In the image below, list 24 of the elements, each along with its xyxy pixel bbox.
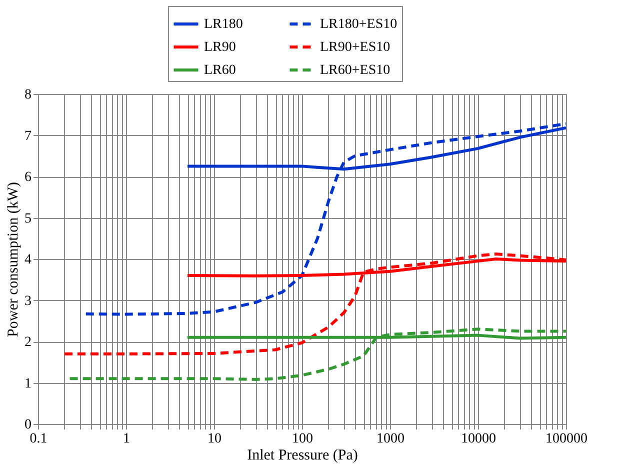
y-axis-title: Power consumption (kW) — [6, 182, 22, 337]
x-tick-label: 1000 — [376, 432, 404, 446]
legend-label: LR90+ES10 — [320, 40, 390, 55]
x-tick-label: 1 — [123, 432, 130, 446]
y-tick-label: 3 — [24, 294, 32, 309]
y-tick-label: 2 — [24, 335, 32, 350]
legend-label: LR60+ES10 — [320, 63, 390, 78]
x-tick-label: 10000 — [461, 432, 496, 446]
y-tick-label: 1 — [24, 376, 32, 392]
y-tick-label: 5 — [24, 211, 32, 226]
legend-label: LR180 — [204, 17, 243, 32]
x-axis-title: Inlet Pressure (Pa) — [247, 448, 358, 464]
y-tick-label: 7 — [24, 128, 32, 144]
x-tick-label: 10 — [208, 432, 222, 446]
x-tick-label: 0.1 — [30, 432, 48, 446]
y-tick-label: 4 — [24, 252, 32, 268]
legend-label: LR90 — [204, 40, 236, 55]
y-tick-label: 0 — [24, 418, 32, 432]
x-tick-label: 100000 — [546, 432, 588, 446]
y-tick-label: 8 — [24, 88, 32, 102]
x-tick-label: 100 — [292, 432, 313, 446]
legend-label: LR180+ES10 — [320, 17, 398, 32]
y-tick-label: 6 — [24, 170, 32, 185]
legend-label: LR60 — [204, 63, 236, 78]
